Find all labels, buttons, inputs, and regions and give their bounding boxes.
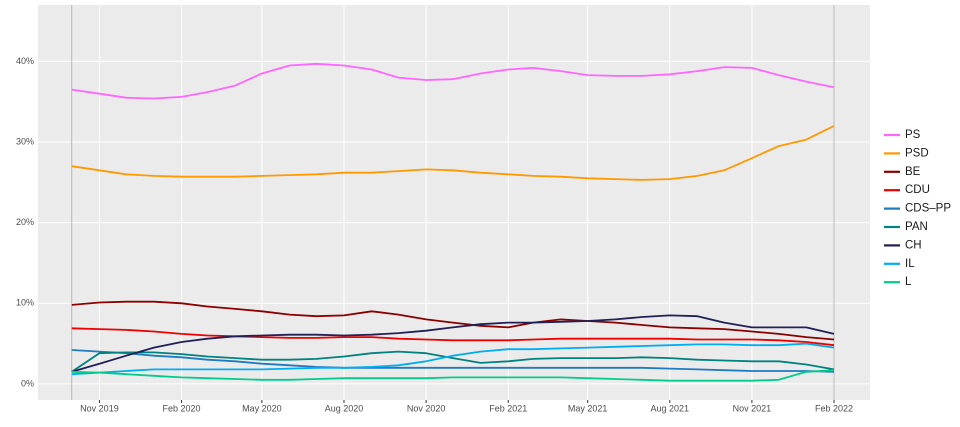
y-tick-label: 0% (21, 378, 34, 388)
x-tick-label: Feb 2021 (489, 403, 527, 413)
x-tick-label: May 2020 (242, 403, 282, 413)
series-line (71, 342, 835, 376)
series-line (71, 300, 835, 341)
series-line (71, 327, 835, 347)
legend-label: CDS–PP (905, 203, 951, 215)
x-tick-label: Nov 2021 (733, 403, 772, 413)
x-tick-label: Aug 2021 (651, 403, 690, 413)
series-line (71, 349, 835, 373)
y-tick-label: 10% (16, 298, 34, 308)
series-line (71, 62, 835, 100)
y-tick-label: 30% (16, 136, 34, 146)
series-line (71, 314, 835, 373)
legend-label: CDU (905, 184, 930, 196)
x-tick-label: Nov 2020 (407, 403, 446, 413)
x-tick-label: Feb 2020 (163, 403, 201, 413)
y-tick-label: 20% (16, 217, 34, 227)
legend-label: PSD (905, 147, 929, 159)
x-tick-label: Nov 2019 (80, 403, 119, 413)
series-line (71, 125, 835, 181)
x-tick-label: Feb 2022 (815, 403, 853, 413)
legend-label: L (905, 276, 912, 288)
y-tick-label: 40% (16, 56, 34, 66)
x-tick-label: May 2021 (568, 403, 608, 413)
series-line (71, 350, 835, 373)
legend-label: PS (905, 129, 921, 141)
x-tick-label: Aug 2020 (325, 403, 364, 413)
legend-label: IL (905, 258, 915, 270)
legend-label: PAN (905, 221, 928, 233)
legend-label: CH (905, 239, 922, 251)
legend-label: BE (905, 166, 921, 178)
series-line (71, 369, 835, 382)
